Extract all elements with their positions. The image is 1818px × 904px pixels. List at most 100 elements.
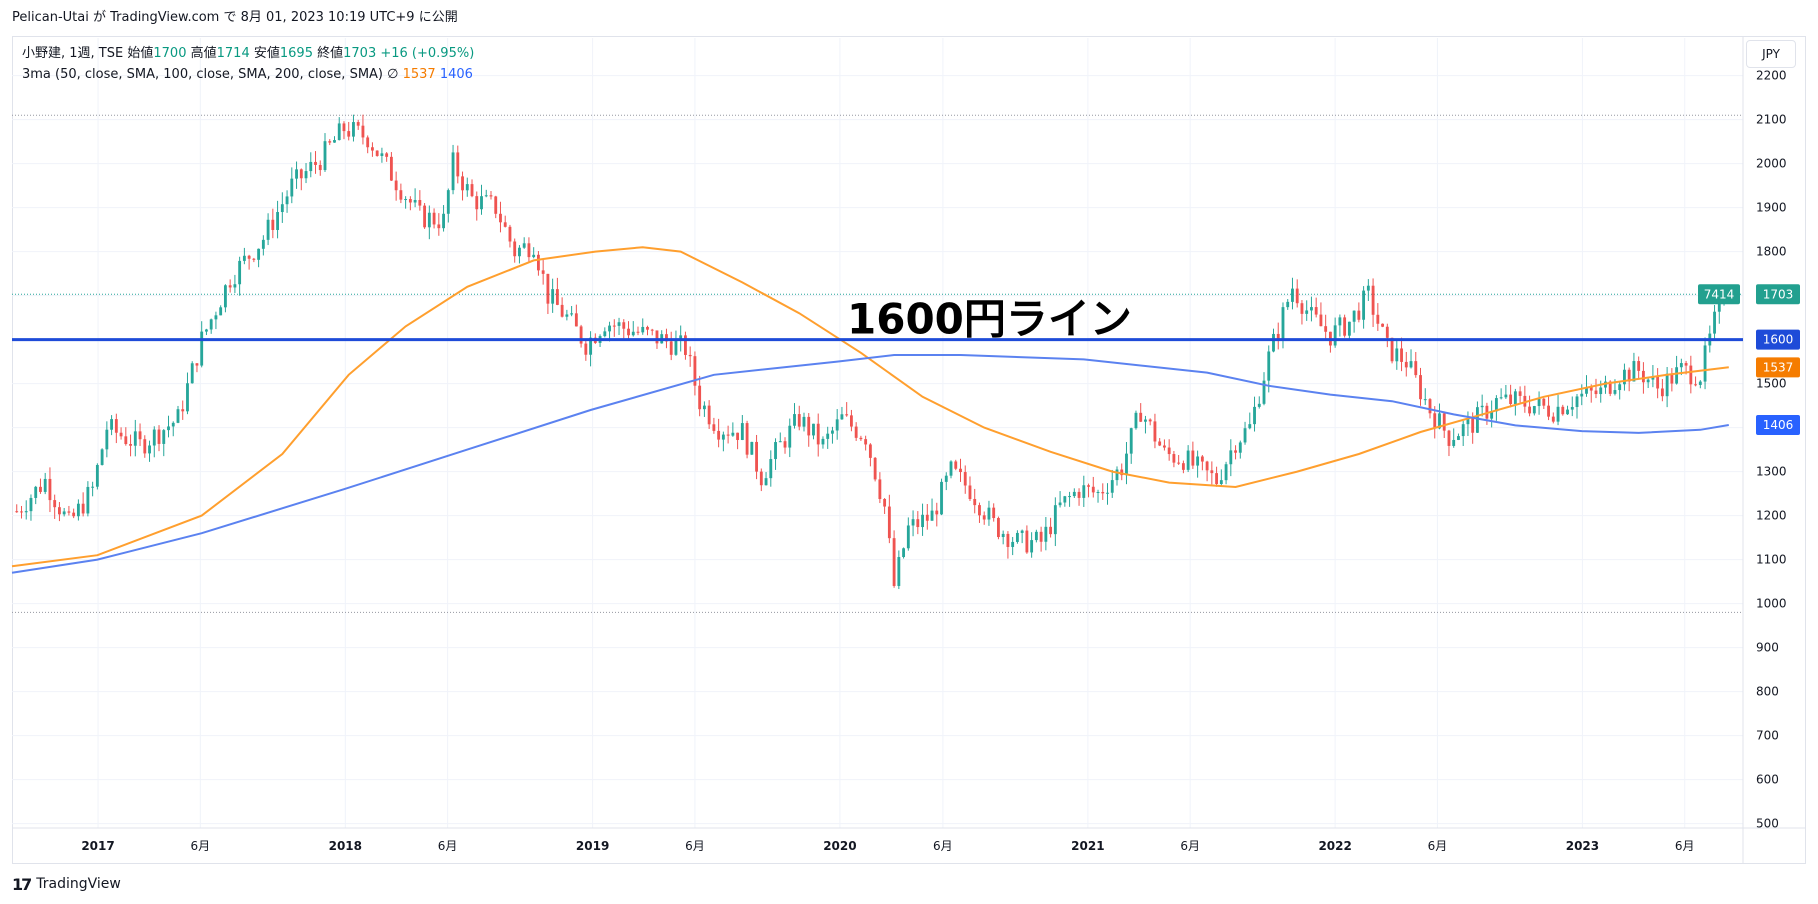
candle-body bbox=[1181, 463, 1185, 470]
candle-body bbox=[247, 255, 251, 259]
candle-body bbox=[285, 196, 289, 205]
candle-body bbox=[1461, 424, 1465, 437]
candle-body bbox=[375, 150, 379, 156]
published-header: Pelican-Utai が TradingView.com で 8月 01, … bbox=[0, 0, 1818, 32]
candle-body bbox=[968, 485, 972, 499]
candle-body bbox=[352, 122, 355, 137]
candle-body bbox=[807, 416, 811, 436]
close-value: 1703 bbox=[343, 46, 377, 61]
candle-body bbox=[1238, 442, 1242, 453]
candle-body bbox=[1281, 307, 1285, 339]
candle-body bbox=[1371, 285, 1375, 315]
candle-body bbox=[978, 505, 981, 516]
candle-body bbox=[133, 431, 137, 446]
candle-body bbox=[631, 331, 635, 336]
candle-body bbox=[665, 334, 668, 342]
candle-body bbox=[1504, 394, 1508, 398]
x-tick-label: 2017 bbox=[81, 839, 114, 853]
candle-body bbox=[299, 169, 303, 179]
candle-body bbox=[503, 222, 507, 227]
candle-body bbox=[555, 289, 559, 305]
candle-body bbox=[323, 141, 327, 171]
candle-body bbox=[1300, 303, 1304, 314]
candle-body bbox=[1020, 530, 1024, 533]
candle-body bbox=[152, 429, 156, 446]
currency-button[interactable]: JPY bbox=[1746, 40, 1796, 68]
candle-body bbox=[1295, 288, 1299, 304]
candle-body bbox=[1670, 373, 1674, 384]
x-tick-label: 2019 bbox=[576, 839, 609, 853]
candle-body bbox=[1011, 541, 1015, 547]
candle-body bbox=[1390, 337, 1394, 362]
candle-body bbox=[636, 331, 640, 333]
candle-body bbox=[1077, 491, 1081, 498]
candle-body bbox=[1034, 531, 1038, 541]
price-badge bbox=[1756, 284, 1800, 305]
candle-body bbox=[1262, 380, 1266, 404]
candle-body bbox=[1186, 450, 1190, 470]
candle-body bbox=[413, 199, 417, 203]
candle-body bbox=[997, 518, 1000, 538]
candle-body bbox=[437, 224, 441, 229]
candle-body bbox=[1091, 486, 1095, 493]
candle-body bbox=[1404, 361, 1408, 368]
x-tick-label: 6月 bbox=[1428, 839, 1448, 853]
candle-body bbox=[129, 444, 132, 446]
candle-body bbox=[541, 270, 545, 274]
candle-body bbox=[314, 161, 317, 165]
candle-body bbox=[1490, 411, 1494, 419]
candle-body bbox=[427, 212, 431, 228]
candle-body bbox=[579, 326, 583, 344]
candle-body bbox=[954, 461, 958, 469]
candle-body bbox=[1058, 502, 1062, 506]
candle-body bbox=[1675, 367, 1679, 384]
candle-body bbox=[755, 441, 758, 472]
candle-body bbox=[1191, 450, 1195, 466]
candle-body bbox=[1068, 496, 1071, 498]
candle-body bbox=[973, 498, 977, 506]
candle-body bbox=[157, 429, 161, 444]
candle-body bbox=[446, 190, 450, 214]
countdown-badge bbox=[1698, 284, 1740, 305]
price-badge bbox=[1756, 329, 1800, 350]
candle-body bbox=[674, 340, 678, 355]
candle-body bbox=[276, 212, 280, 230]
candle-body bbox=[1343, 317, 1347, 336]
candle-body bbox=[39, 486, 42, 492]
candle-body bbox=[759, 471, 763, 486]
ma-empty-value: ∅ bbox=[387, 67, 399, 82]
candle-body bbox=[736, 432, 740, 440]
candle-body bbox=[840, 414, 844, 420]
candle-body bbox=[1357, 310, 1361, 320]
candle-body bbox=[1703, 345, 1707, 382]
candle-body bbox=[257, 248, 261, 260]
candle-body bbox=[290, 178, 294, 197]
candle-body bbox=[731, 432, 735, 436]
y-tick-label: 1800 bbox=[1756, 245, 1787, 259]
candle-body bbox=[1509, 394, 1513, 405]
candle-body bbox=[655, 330, 659, 344]
candle-body bbox=[366, 137, 370, 148]
candle-body bbox=[385, 153, 389, 157]
candle-body bbox=[878, 479, 882, 500]
ma-legend-row[interactable]: 3ma (50, close, SMA, 100, close, SMA, 20… bbox=[22, 64, 474, 85]
y-tick-label: 2000 bbox=[1756, 157, 1787, 171]
candle-body bbox=[186, 383, 189, 412]
candle-body bbox=[1613, 390, 1617, 394]
candle-body bbox=[1096, 491, 1100, 493]
candle-body bbox=[62, 511, 66, 515]
candle-body bbox=[1689, 365, 1693, 385]
candle-body bbox=[1438, 413, 1441, 429]
candle-body bbox=[266, 219, 270, 240]
candle-body bbox=[532, 254, 536, 258]
candle-body bbox=[67, 511, 71, 513]
candle-body bbox=[921, 514, 924, 528]
candle-body bbox=[43, 478, 47, 492]
candle-body bbox=[518, 247, 521, 257]
candle-body bbox=[887, 506, 891, 539]
y-tick-label: 1500 bbox=[1756, 377, 1787, 391]
ma-value-orange: 1537 bbox=[402, 67, 436, 82]
candle-body bbox=[1366, 285, 1370, 291]
x-tick-label: 6月 bbox=[438, 839, 458, 853]
